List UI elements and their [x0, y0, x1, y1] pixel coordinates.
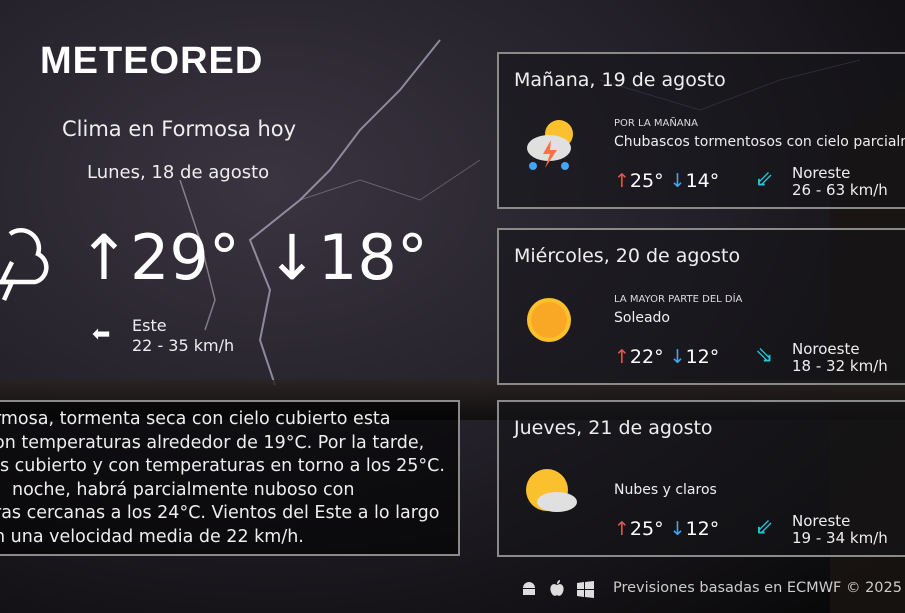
arrow-down-icon: ↓ [669, 518, 686, 540]
forecast-date: Jueves, 21 de agosto [514, 417, 713, 439]
today-date: Lunes, 18 de agosto [87, 162, 270, 183]
today-wind: Este 22 - 35 km/h [132, 316, 235, 355]
forecast-date: Miércoles, 20 de agosto [514, 245, 741, 267]
page-title: Clima en Formosa hoy [62, 117, 297, 141]
forecast-wind: Noreste 19 - 34 km/h [792, 512, 888, 547]
forecast-desc: Chubascos tormentosos con cielo parcialm [614, 134, 905, 150]
forecast-date: Mañana, 19 de agosto [514, 69, 726, 91]
forecast-temps: ↑25° ↓14° [614, 170, 720, 192]
thunderstorm-cloud-icon [0, 228, 49, 301]
storm-sun-rain-icon [527, 120, 573, 170]
arrow-down-icon: ↓ [669, 346, 686, 368]
arrow-up-icon: ↑ [78, 221, 130, 294]
forecast-desc: Nubes y claros [614, 482, 717, 498]
windows-icon[interactable] [577, 581, 594, 598]
arrow-down-icon: ↓ [669, 170, 686, 192]
arrow-up-icon: ↑ [614, 518, 630, 540]
today-description: rmosa, tormenta seca con cielo cubierto … [0, 400, 460, 556]
arrow-down-icon: ↓ [266, 221, 318, 294]
today-min-temp: ↓18° [266, 221, 428, 294]
forecast-card-thursday[interactable]: Jueves, 21 de agosto Nubes y claros ↑25°… [497, 400, 905, 557]
forecast-temps: ↑22° ↓12° [614, 346, 720, 368]
forecast-wind: Noreste 26 - 63 km/h [792, 164, 888, 199]
meteored-logo[interactable]: METEORED [40, 40, 264, 82]
wind-arrow-icon: ⇙ [755, 167, 774, 192]
apple-icon[interactable] [548, 579, 566, 598]
android-icon[interactable] [520, 580, 538, 598]
wind-arrow-icon: ⇙ [755, 515, 774, 540]
forecast-card-wednesday[interactable]: Miércoles, 20 de agosto LA MAYOR PARTE D… [497, 228, 905, 385]
forecast-temps: ↑25° ↓12° [614, 518, 720, 540]
wind-arrow-icon: ⇘ [755, 343, 774, 368]
forecast-wind: Noroeste 18 - 32 km/h [792, 340, 888, 375]
today-max-temp: ↑29° [78, 221, 240, 294]
footer-credits: Previsiones basadas en ECMWF © 2025 Me [613, 580, 905, 596]
forecast-desc: Soleado [614, 310, 670, 326]
forecast-period: LA MAYOR PARTE DEL DÍA [614, 294, 743, 305]
forecast-card-tomorrow[interactable]: Mañana, 19 de agosto POR LA MAÑANA Chuba… [497, 52, 905, 209]
forecast-period: POR LA MAÑANA [614, 118, 698, 129]
arrow-up-icon: ↑ [614, 170, 630, 192]
arrow-up-icon: ↑ [614, 346, 630, 368]
wind-arrow-icon: ⬅ [92, 322, 111, 347]
sun-cloud-icon [526, 469, 577, 512]
sun-icon [527, 298, 571, 342]
